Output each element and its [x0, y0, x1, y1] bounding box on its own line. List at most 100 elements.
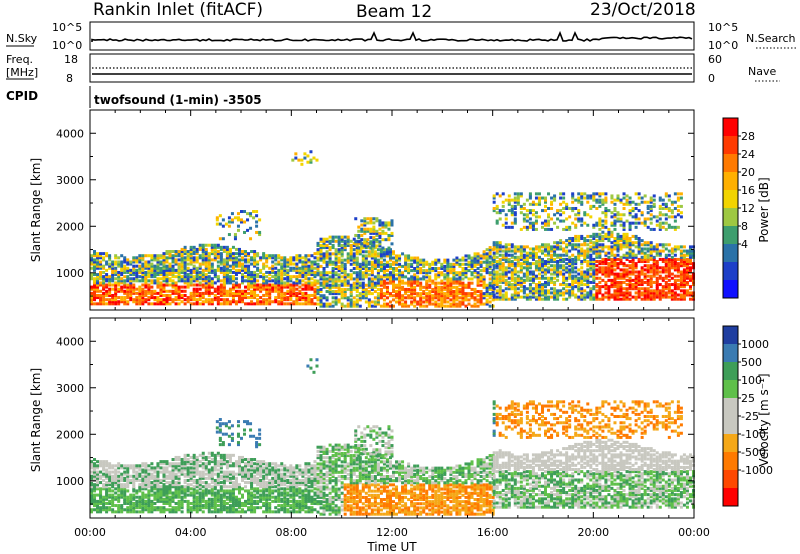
range-cell [395, 258, 399, 262]
range-cell [189, 262, 193, 266]
range-cell [404, 264, 408, 268]
range-cell [246, 218, 250, 222]
range-cell [358, 262, 362, 266]
range-cell [237, 293, 241, 297]
range-cell [129, 497, 133, 501]
range-cell [625, 251, 629, 255]
range-cell [162, 264, 166, 268]
range-cell [622, 245, 626, 249]
range-cell [388, 271, 392, 275]
range-cell [691, 291, 695, 295]
range-cell [595, 276, 599, 280]
range-cell [461, 290, 465, 294]
range-cell [634, 287, 638, 291]
range-cell [219, 266, 223, 270]
range-cell [440, 279, 444, 283]
range-cell [604, 295, 608, 299]
range-cell [274, 287, 278, 291]
range-cell [379, 294, 383, 298]
range-cell [135, 302, 139, 306]
range-cell [537, 295, 541, 299]
range-cell [93, 504, 97, 508]
range-cell [283, 285, 287, 289]
range-cell [382, 285, 386, 289]
range-cell [150, 472, 154, 476]
range-cell [516, 270, 520, 274]
range-cell [108, 293, 112, 297]
range-cell [583, 241, 587, 245]
range-cell [440, 287, 444, 291]
range-cell [367, 298, 371, 302]
range-cell [219, 279, 223, 283]
range-cell [180, 266, 184, 270]
range-cell [676, 198, 680, 202]
range-cell [256, 275, 260, 279]
range-cell [355, 273, 359, 277]
range-cell [114, 298, 118, 302]
range-cell [243, 220, 247, 224]
range-cell [601, 230, 605, 234]
range-cell [568, 225, 572, 229]
range-cell [231, 293, 235, 297]
range-cell [634, 270, 638, 274]
range-cell [676, 268, 680, 272]
range-cell [673, 257, 677, 261]
range-cell [306, 160, 310, 164]
range-cell [449, 279, 453, 283]
range-cell [361, 275, 365, 279]
range-cell [289, 293, 293, 297]
range-cell [141, 491, 145, 495]
range-cell [498, 257, 502, 261]
range-cell [147, 298, 151, 302]
range-cell [177, 287, 181, 291]
range-cell [237, 254, 241, 258]
range-cell [138, 466, 142, 470]
range-cell [691, 274, 695, 278]
range-cell [99, 501, 103, 505]
range-cell [216, 275, 220, 279]
range-cell [607, 268, 611, 272]
range-cell [616, 295, 620, 299]
range-cell [114, 285, 118, 289]
range-cell [304, 285, 308, 289]
range-cell [446, 275, 450, 279]
range-cell [135, 464, 139, 468]
range-cell [102, 252, 106, 256]
range-cell [461, 298, 465, 302]
range-cell [204, 256, 208, 260]
range-cell [455, 256, 459, 260]
range-cell [249, 214, 253, 218]
range-cell [250, 262, 254, 266]
range-cell [601, 243, 605, 247]
range-cell [670, 209, 674, 213]
range-cell [449, 304, 453, 308]
range-cell [589, 295, 593, 299]
range-cell [537, 260, 541, 264]
range-cell [354, 242, 358, 246]
range-cell [534, 291, 538, 295]
range-cell [234, 260, 238, 264]
range-cell [504, 245, 508, 249]
range-cell [688, 247, 692, 251]
range-cell [366, 242, 370, 246]
range-cell [93, 266, 97, 270]
range-cell [601, 237, 605, 240]
range-cell [328, 275, 332, 279]
range-cell [355, 298, 359, 302]
range-cell [583, 295, 587, 299]
range-cell [141, 291, 145, 295]
range-cell [298, 254, 302, 258]
range-cell [375, 229, 379, 233]
range-cell [250, 300, 254, 304]
range-cell [201, 245, 205, 249]
range-cell [625, 270, 629, 274]
range-cell [501, 297, 505, 301]
range-cell [126, 287, 130, 291]
range-cell [213, 296, 217, 300]
range-cell [640, 270, 644, 274]
range-cell [307, 296, 311, 300]
range-cell [504, 287, 508, 291]
range-cell [319, 287, 323, 291]
range-cell [138, 298, 142, 302]
range-cell [547, 215, 551, 219]
